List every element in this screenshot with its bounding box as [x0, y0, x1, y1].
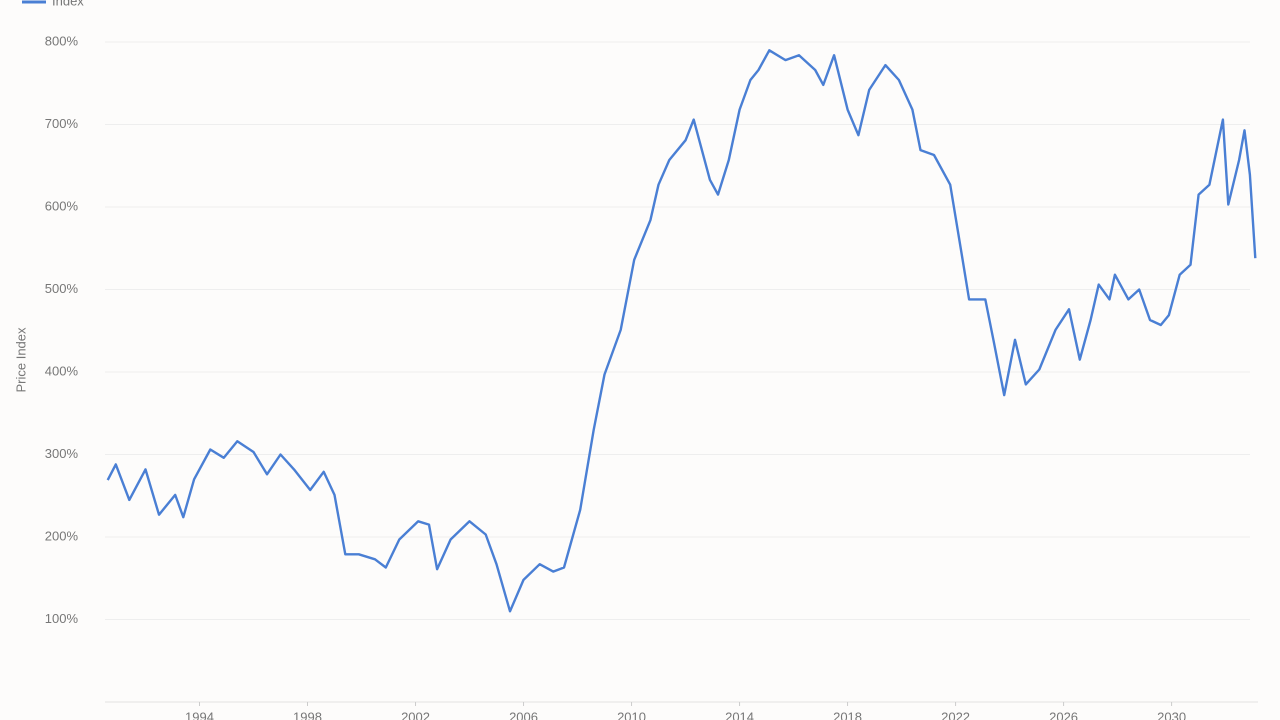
- y-tick-label: 200%: [45, 528, 79, 543]
- x-tick-label: 2014: [725, 709, 754, 720]
- legend-label: Index: [52, 0, 84, 8]
- data-line: [106, 49, 1257, 613]
- y-tick-label: 500%: [45, 281, 79, 296]
- y-tick-label: 700%: [45, 116, 79, 131]
- x-tick-label: 2002: [401, 709, 430, 720]
- x-tick-label: 2018: [833, 709, 862, 720]
- x-tick-label: 2026: [1049, 709, 1078, 720]
- x-tick-label: 2010: [617, 709, 646, 720]
- y-tick-label: 300%: [45, 446, 79, 461]
- y-tick-label: 100%: [45, 611, 79, 626]
- x-tick-label: 1998: [293, 709, 322, 720]
- x-tick-label: 2006: [509, 709, 538, 720]
- y-axis-label: Price Index: [13, 327, 28, 393]
- y-tick-label: 800%: [45, 33, 79, 48]
- y-tick-label: 400%: [45, 363, 79, 378]
- x-tick-label: 1994: [185, 709, 214, 720]
- y-tick-label: 600%: [45, 198, 79, 213]
- x-tick-label: 2022: [941, 709, 970, 720]
- x-tick-label: 2030: [1157, 709, 1186, 720]
